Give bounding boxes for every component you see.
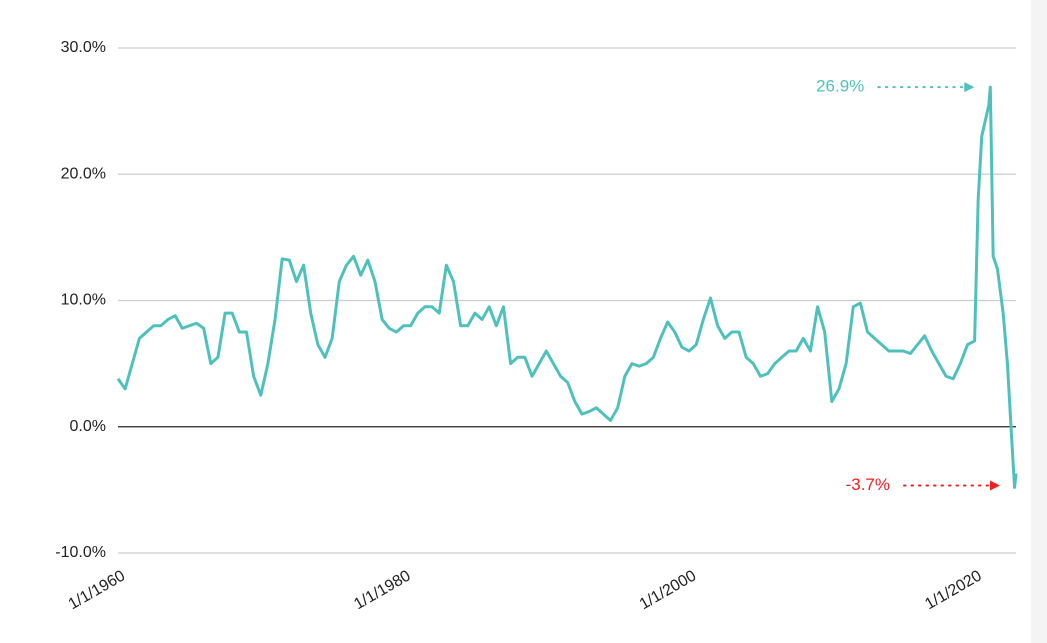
y-tick-label: 10.0% [61, 292, 106, 309]
x-tick-label: 1/1/2000 [637, 567, 700, 613]
x-tick-label: 1/1/1960 [66, 567, 129, 613]
y-tick-label: 30.0% [61, 39, 106, 56]
annotation-label: -3.7% [846, 475, 890, 494]
x-tick-label: 1/1/1980 [351, 567, 414, 613]
arrow-head [990, 480, 1000, 491]
line [116, 85, 1018, 489]
x-tick-label: 1/1/2020 [922, 567, 985, 613]
y-tick-label: 0.0% [70, 418, 106, 435]
y-tick-label: 20.0% [61, 165, 106, 182]
y-tick-label: -10.0% [55, 544, 106, 561]
annotation-label: 26.9% [816, 77, 864, 96]
arrow-head [964, 82, 975, 93]
